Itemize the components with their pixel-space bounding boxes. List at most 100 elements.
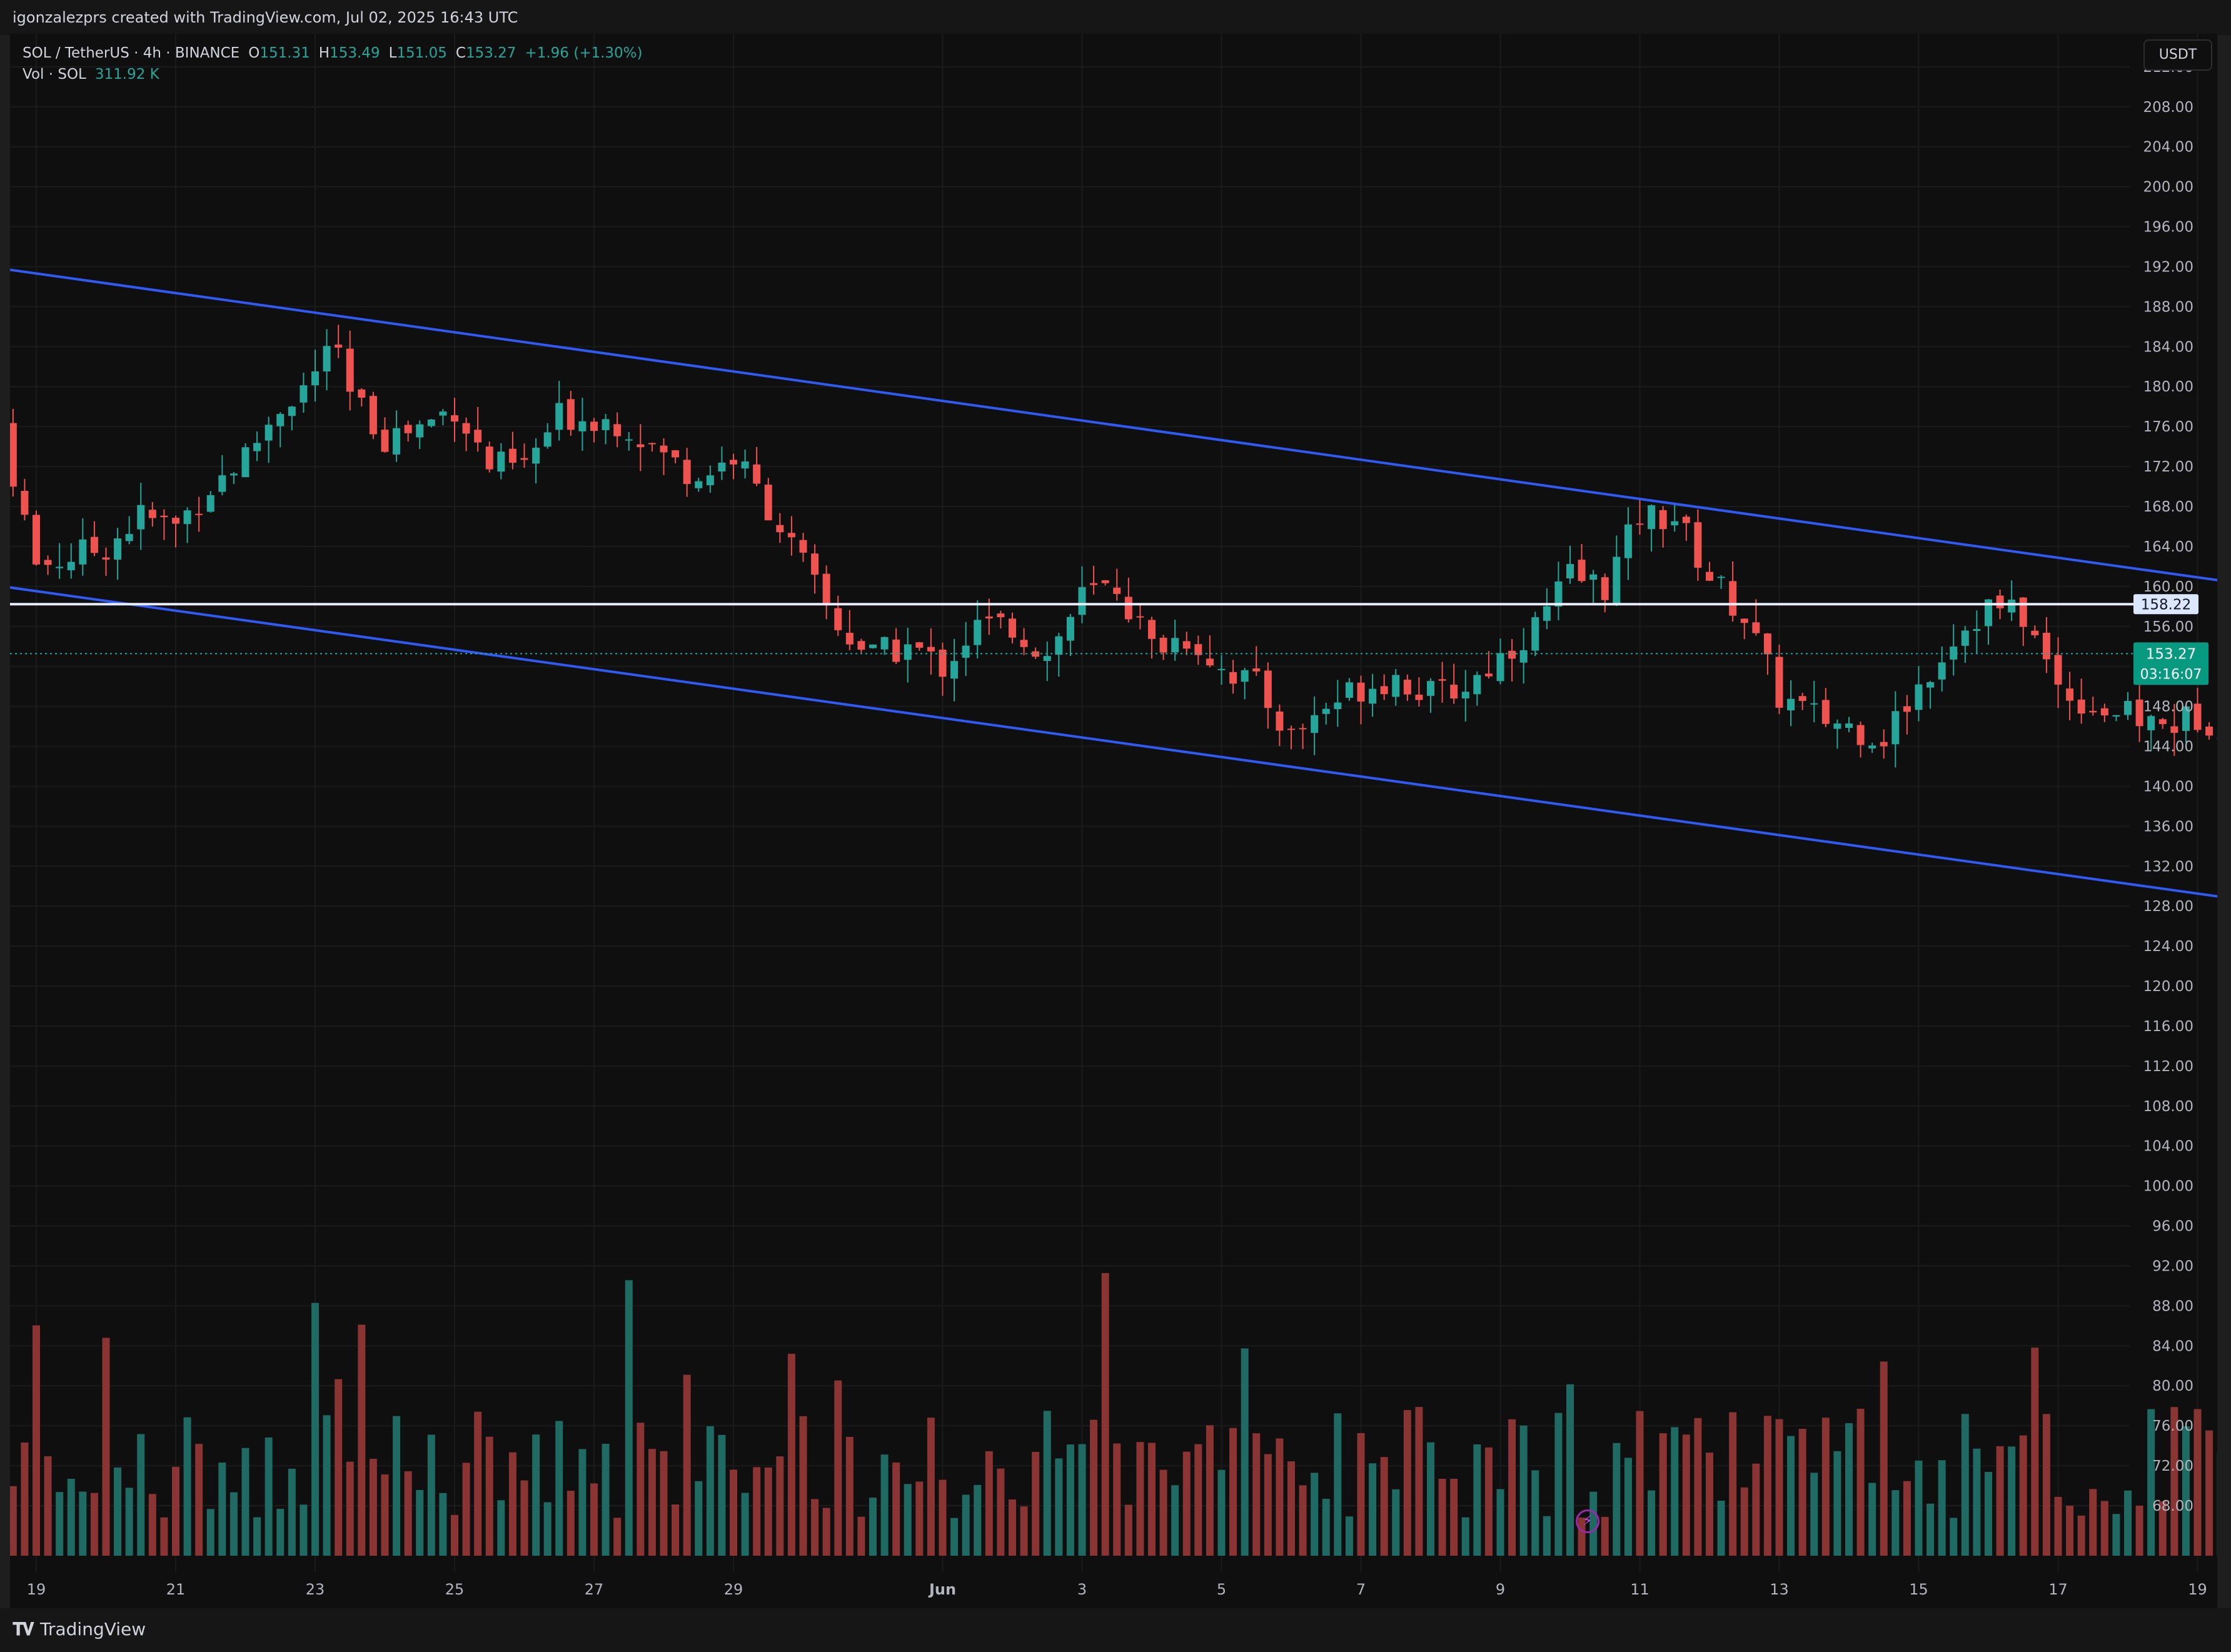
- candle-body: [1903, 706, 1911, 712]
- volume-bar: [2170, 1407, 2178, 1556]
- candle-body: [1810, 703, 1818, 705]
- candle-body: [1496, 653, 1504, 682]
- candle-body: [892, 639, 900, 662]
- last-price-tag: [2133, 642, 2208, 685]
- candle-body: [508, 448, 516, 463]
- candle-body: [1880, 742, 1888, 747]
- candle-body: [1938, 662, 1946, 680]
- volume-bar: [648, 1449, 656, 1556]
- candle-body: [1752, 622, 1760, 633]
- price-tick-label: 92.00: [2152, 1258, 2193, 1274]
- candle-body: [427, 419, 435, 426]
- candle-body: [1124, 597, 1132, 620]
- candle-body: [381, 430, 389, 452]
- candle-body: [915, 642, 924, 648]
- volume-bar: [160, 1517, 168, 1556]
- volume-bar: [2066, 1506, 2074, 1556]
- candle-body: [613, 424, 622, 436]
- price-tick-label: 188.00: [2143, 299, 2193, 315]
- price-tick-label: 172.00: [2143, 459, 2193, 475]
- volume-bar: [2205, 1430, 2213, 1556]
- volume-bar: [2158, 1501, 2167, 1556]
- legend-symbol[interactable]: SOL / TetherUS · 4h · BINANCE: [23, 45, 240, 61]
- volume-bar: [2124, 1490, 2132, 1556]
- price-chart[interactable]: 216.00212.00208.00204.00200.00196.00192.…: [10, 34, 2217, 1608]
- price-tick-label: 132.00: [2143, 859, 2193, 875]
- volume-bar: [1763, 1416, 1771, 1556]
- countdown-label: 03:16:07: [2140, 667, 2202, 682]
- candle-body: [799, 540, 807, 553]
- volume-bar: [741, 1493, 749, 1556]
- candle-body: [1194, 644, 1202, 655]
- volume-bar: [1810, 1473, 1818, 1556]
- candle-body: [1798, 696, 1806, 701]
- price-tick-label: 148.00: [2143, 699, 2193, 715]
- volume-bar: [1113, 1443, 1121, 1556]
- volume-bar: [1124, 1504, 1132, 1556]
- candle-body: [44, 560, 52, 565]
- candle-body: [137, 505, 145, 530]
- volume-bar: [1392, 1489, 1400, 1556]
- drawings[interactable]: [10, 264, 2217, 1118]
- volume-bar: [125, 1488, 133, 1556]
- candle-body: [1671, 521, 1679, 526]
- volume-bar: [1531, 1470, 1539, 1556]
- price-tick-label: 128.00: [2143, 899, 2193, 915]
- volume-bar: [1345, 1516, 1353, 1556]
- legend-volume-label[interactable]: Vol · SOL: [23, 66, 86, 83]
- volume-bar: [1090, 1419, 1098, 1556]
- candle-body: [2112, 715, 2120, 717]
- candle-body: [532, 448, 540, 464]
- candle-body: [1868, 745, 1876, 748]
- volume-bar: [625, 1280, 633, 1556]
- volume-bar: [869, 1498, 877, 1556]
- price-tick-label: 88.00: [2152, 1298, 2193, 1314]
- candle-body: [1985, 599, 1992, 627]
- volume-bar: [2147, 1409, 2155, 1556]
- volume-bar: [567, 1491, 575, 1556]
- legend-change: +1.96 (+1.30%): [525, 45, 643, 61]
- candle-body: [1787, 698, 1795, 711]
- legend-volume-value: 311.92 K: [94, 66, 159, 83]
- volume-bar: [1950, 1518, 1958, 1556]
- candle-body: [2019, 597, 2027, 627]
- candle-body: [985, 616, 993, 618]
- volume-bar: [148, 1494, 156, 1556]
- volume-bar: [1996, 1446, 2004, 1556]
- volume-bar: [706, 1426, 714, 1556]
- tradingview-logo[interactable]: 𝐓𝐕 TradingView: [13, 1617, 146, 1642]
- volume-bar: [1194, 1444, 1202, 1556]
- candle-body: [741, 461, 749, 469]
- volume-bar: [137, 1434, 145, 1556]
- price-tick-label: 96.00: [2152, 1219, 2193, 1235]
- volume-bar: [253, 1517, 261, 1556]
- candle-body: [602, 419, 610, 430]
- volume-bar: [1891, 1490, 1900, 1556]
- price-tick-label: 100.00: [2143, 1179, 2193, 1195]
- volume-bar: [1694, 1418, 1702, 1556]
- price-tick-label: 208.00: [2143, 99, 2193, 116]
- time-tick-label: 29: [724, 1581, 743, 1598]
- candle-body: [845, 633, 854, 645]
- candle-body: [1020, 640, 1028, 647]
- price-tick-label: 84.00: [2152, 1338, 2193, 1354]
- candle-body: [1484, 673, 1493, 677]
- time-tick-label: 3: [1077, 1581, 1087, 1598]
- candle-body: [648, 443, 656, 445]
- volume-bar: [206, 1509, 214, 1556]
- time-tick-label: 11: [1630, 1581, 1649, 1598]
- volume-bar: [672, 1504, 680, 1556]
- currency-selector[interactable]: USDT: [2143, 39, 2212, 71]
- lightning-icon[interactable]: ⚡: [1576, 1509, 1599, 1533]
- candle-body: [183, 510, 191, 525]
- level-price-tag: [2133, 594, 2198, 615]
- candle-body: [1136, 616, 1144, 618]
- candle-body: [1252, 668, 1261, 672]
- candle-body: [660, 445, 668, 453]
- candle-body: [1833, 723, 1841, 729]
- candle-body: [1090, 583, 1098, 585]
- chart-pane[interactable]: 216.00212.00208.00204.00200.00196.00192.…: [10, 34, 2217, 1608]
- candle-body: [404, 425, 412, 433]
- volume-bar: [1357, 1433, 1365, 1556]
- candle-body: [1473, 675, 1481, 695]
